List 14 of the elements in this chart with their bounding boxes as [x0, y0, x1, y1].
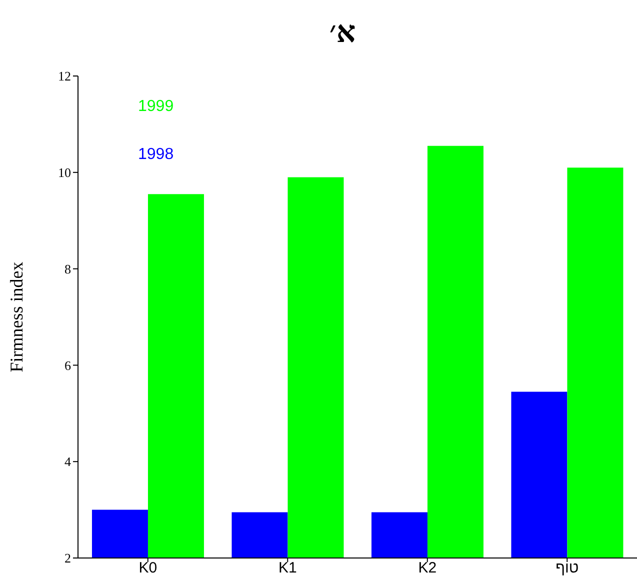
chart-title: א׳ [328, 14, 357, 52]
y-tick-label: 6 [64, 358, 72, 373]
x-tick-label: טוף [556, 560, 579, 577]
y-axis-title: Firmness index [6, 262, 26, 372]
text: 1998 [138, 146, 174, 165]
text: 1999 [138, 98, 174, 117]
y-tick-label: 4 [64, 454, 72, 470]
y-tick-label: 2 [64, 550, 71, 566]
y-tick-label: 10 [58, 165, 71, 180]
y-tick-label: 8 [64, 261, 71, 276]
x-tick-label: K2 [418, 560, 437, 577]
x-tick-label: K0 [138, 560, 158, 577]
x-tick-label: K1 [278, 560, 297, 577]
y-tick-label: 12 [58, 68, 71, 84]
